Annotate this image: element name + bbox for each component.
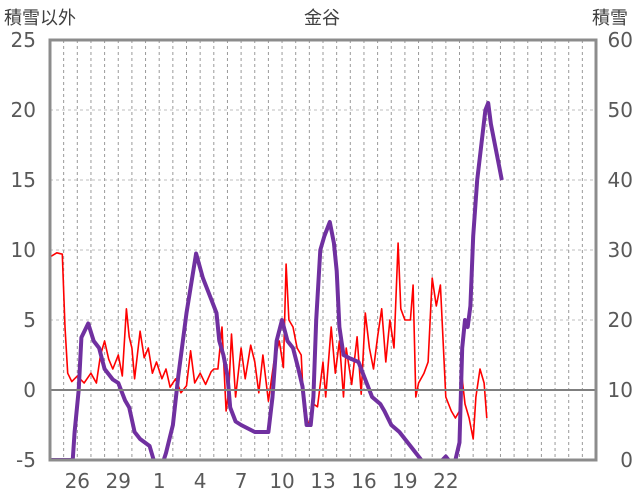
x-tick-label: 7 — [235, 469, 248, 493]
right-y-tick-label: 10 — [608, 378, 633, 402]
left-y-tick-label: 25 — [11, 28, 36, 52]
right-y-tick-label: 60 — [608, 28, 633, 52]
x-tick-label: 29 — [106, 469, 131, 493]
left-y-tick-label: 20 — [11, 98, 36, 122]
x-tick-label: 22 — [433, 469, 458, 493]
x-tick-label: 16 — [351, 469, 376, 493]
right-y-tick-label: 40 — [608, 168, 633, 192]
left-y-tick-label: 10 — [11, 238, 36, 262]
plot-border — [48, 38, 598, 462]
plot-series — [50, 101, 504, 460]
plot-frame — [48, 38, 598, 462]
x-tick-label: 1 — [153, 469, 166, 493]
right-y-tick-label: 20 — [608, 308, 633, 332]
right-y-tick-label: 0 — [620, 448, 633, 472]
x-tick-label: 10 — [269, 469, 294, 493]
chart-title: 金谷 — [304, 8, 340, 29]
series-line-2 — [50, 101, 504, 460]
right-y-tick-label: 50 — [608, 98, 633, 122]
left-y-tick-label: 5 — [23, 308, 36, 332]
right-axis-title: 積雪 — [592, 8, 628, 29]
left-y-tick-label: 0 — [23, 378, 36, 402]
x-tick-label: 4 — [194, 469, 207, 493]
series-line-1 — [50, 242, 488, 440]
gridlines — [50, 39, 596, 461]
left-y-tick-label: 15 — [11, 168, 36, 192]
left-y-tick-label: -5 — [16, 448, 36, 472]
right-y-tick-label: 30 — [608, 238, 633, 262]
x-tick-label: 19 — [392, 469, 417, 493]
left-axis-title: 積雪以外 — [4, 8, 76, 29]
x-tick-label: 13 — [310, 469, 335, 493]
x-tick-label: 26 — [65, 469, 90, 493]
